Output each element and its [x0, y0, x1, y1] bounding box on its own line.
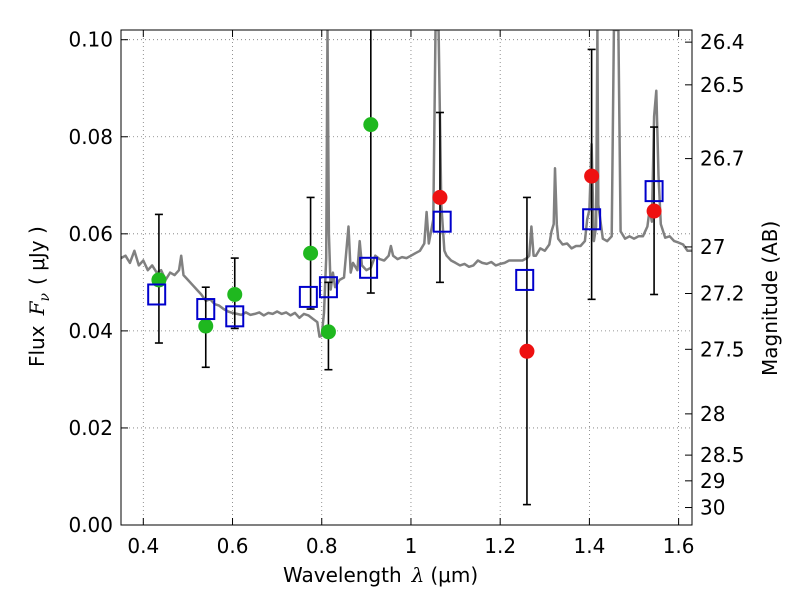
y-axis-label: Flux Fν ( μJy ): [25, 226, 53, 367]
green-data-point: [198, 318, 214, 334]
magnitude-tick-label: 29: [700, 469, 725, 493]
y-axis-ticks: 0.00 0.02 0.04 0.06 0.08 0.10: [68, 28, 128, 537]
x-axis-label-symbol: λ: [411, 563, 425, 587]
x-tick-label: 0.6: [217, 534, 249, 558]
red-data-point: [519, 343, 535, 359]
y-tick-label: 0.06: [68, 222, 113, 246]
y-tick-label: 0.10: [68, 28, 113, 52]
magnitude-tick-label: 28.5: [700, 443, 745, 467]
red-data-point: [646, 203, 662, 219]
model-flux-square: [359, 256, 379, 279]
model-flux-square: [196, 298, 216, 321]
x-tick-label: 1.6: [663, 534, 695, 558]
x-axis-label-main: Wavelength: [283, 563, 402, 587]
grid: [121, 30, 692, 526]
y-axis-label-sub: ν: [37, 293, 53, 302]
model-flux-square: [147, 283, 167, 306]
y-tick-label: 0.02: [68, 416, 113, 440]
y-axis-label-unit: ( μJy ): [25, 226, 49, 285]
magnitude-axis-label: Magnitude (AB): [758, 221, 782, 376]
model-flux-square: [515, 268, 535, 291]
magnitude-axis-ticks: 26.4 26.5 26.7 27 27.2 27.5 28 28.529 30: [685, 30, 745, 520]
model-flux-square: [298, 285, 318, 308]
x-tick-label: 1.4: [573, 534, 605, 558]
magnitude-tick-label: 27.2: [700, 282, 745, 306]
model-flux-square: [644, 180, 664, 203]
x-tick-label: 1.2: [484, 534, 516, 558]
magnitude-tick-label: 26.5: [700, 73, 745, 97]
model-flux-square: [225, 305, 245, 328]
magnitude-tick-label: 26.4: [700, 30, 745, 54]
x-tick-label: 0.8: [306, 534, 338, 558]
green-data-point: [363, 117, 379, 133]
x-tick-label: 1: [405, 534, 418, 558]
y-axis-label-main: Flux: [25, 325, 49, 367]
magnitude-tick-label: 28: [700, 402, 725, 426]
y-tick-label: 0.00: [68, 513, 113, 537]
magnitude-tick-label: 30: [700, 496, 725, 520]
y-tick-label: 0.08: [68, 125, 113, 149]
green-data-point: [320, 324, 336, 340]
magnitude-tick-label: 27.5: [700, 337, 745, 361]
y-axis-label-symbol: F: [25, 300, 49, 316]
spectrum-layer: [121, 30, 692, 338]
y-tick-label: 0.04: [68, 319, 113, 343]
magnitude-tick-label: 27: [700, 235, 725, 259]
model-flux-square: [318, 276, 338, 299]
plot-frame: [120, 29, 693, 526]
red-data-point: [584, 168, 600, 184]
magnitude-tick-label: 26.7: [700, 147, 745, 171]
x-axis-ticks: 0.4 0.6 0.8 1 1.2 1.4 1.6: [127, 30, 695, 558]
green-data-point: [227, 286, 243, 302]
model-flux-square: [582, 208, 602, 231]
model-spectrum-line: [121, 30, 692, 338]
x-axis-label: Wavelength λ (μm): [283, 563, 478, 587]
red-data-point: [432, 189, 448, 205]
x-axis-label-unit: (μm): [430, 563, 478, 587]
x-tick-label: 0.4: [127, 534, 159, 558]
green-data-point: [303, 245, 319, 261]
marker-layer: [147, 117, 664, 359]
model-flux-square: [432, 210, 452, 233]
